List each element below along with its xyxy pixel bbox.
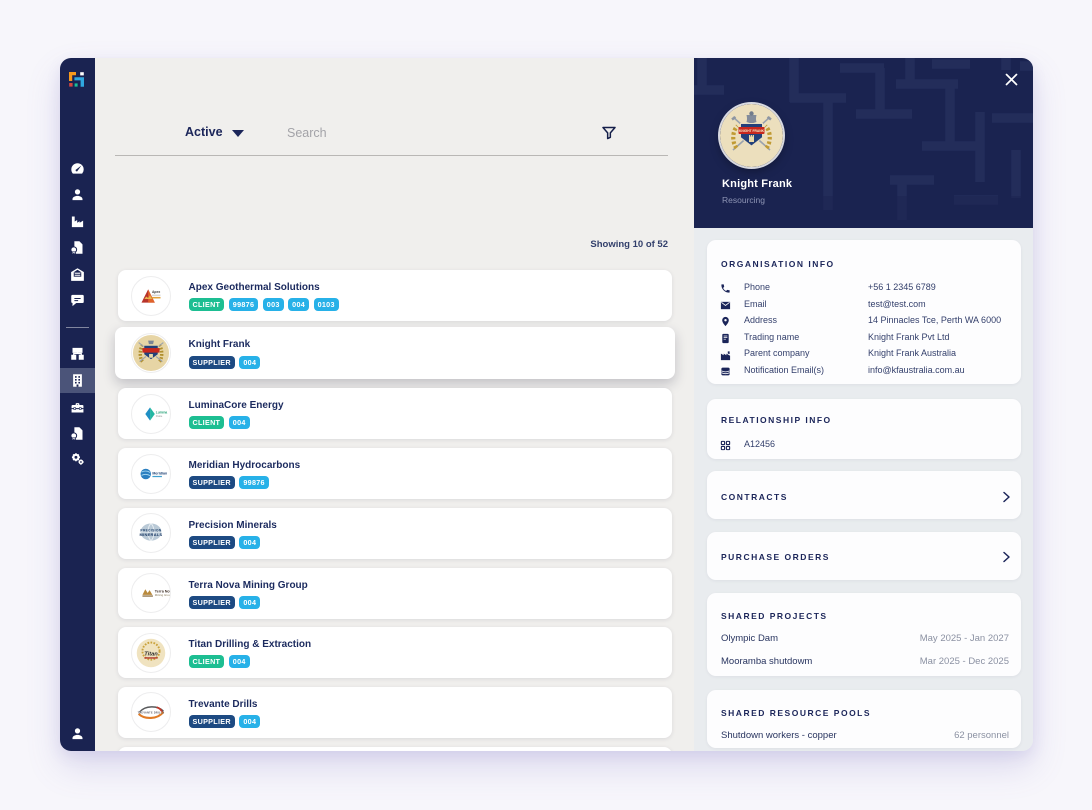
svg-text:Apex: Apex <box>152 290 160 294</box>
svg-text:Lumina: Lumina <box>156 410 168 414</box>
svg-text:PRECISION: PRECISION <box>140 529 161 533</box>
svg-text:Mining Group: Mining Group <box>155 593 170 597</box>
svg-text:Terra Nova: Terra Nova <box>155 590 170 594</box>
svg-text:TREVANTE DRILLS: TREVANTE DRILLS <box>138 712 165 715</box>
svg-text:KNIGHT FRANK: KNIGHT FRANK <box>739 129 765 133</box>
svg-text:Core: Core <box>156 414 163 418</box>
svg-text:MINERALS: MINERALS <box>139 532 162 537</box>
svg-text:Meridian: Meridian <box>152 471 167 475</box>
svg-text:Titan: Titan <box>144 651 158 657</box>
